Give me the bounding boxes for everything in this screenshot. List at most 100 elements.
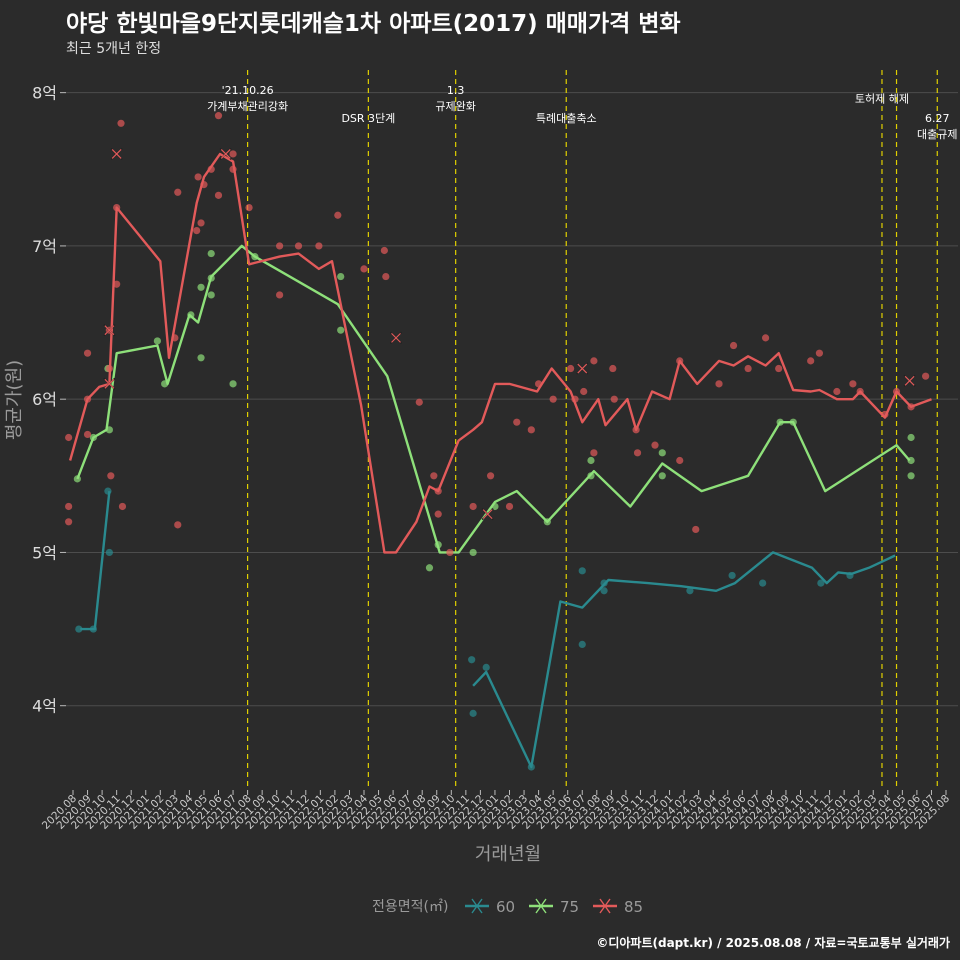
legend-item-85: 85 xyxy=(593,898,643,916)
source-caption: ©디아파트(dapt.kr) / 2025.08.08 / 자료=국토교통부 실… xyxy=(596,936,950,950)
x-markers xyxy=(103,147,916,521)
data-point xyxy=(113,280,121,288)
data-point xyxy=(425,564,434,572)
data-point xyxy=(578,640,586,649)
chart-subtitle: 최근 5개년 한정 xyxy=(66,41,162,57)
data-point xyxy=(197,219,205,227)
data-point xyxy=(104,487,112,495)
x-axis-label: 거래년월 xyxy=(475,844,541,865)
data-point xyxy=(380,246,388,255)
y-axis-label: 평균가(원) xyxy=(4,360,25,440)
data-point xyxy=(337,326,345,334)
data-point xyxy=(482,663,490,671)
axis-layer: 4억5억6억7억8억2020.082020.092020.102020.1120… xyxy=(32,84,952,832)
legend: 전용면적(㎡) 60 75 85 xyxy=(372,898,643,916)
data-point xyxy=(759,579,767,587)
data-point xyxy=(194,173,202,181)
data-point xyxy=(118,502,127,511)
data-point xyxy=(505,502,514,511)
data-point xyxy=(294,242,303,250)
legend-title: 전용면적(㎡) xyxy=(372,899,448,915)
legend-swatch-x xyxy=(535,898,547,914)
data-point xyxy=(469,709,477,717)
data-point xyxy=(907,433,915,442)
data-point xyxy=(729,341,738,350)
data-point xyxy=(174,521,182,529)
legend-label: 85 xyxy=(624,898,643,916)
data-point xyxy=(382,272,390,281)
data-point xyxy=(849,380,857,388)
event-label: DSR 3단계 xyxy=(341,112,395,125)
data-point xyxy=(434,510,442,518)
event-label: 토허제 해제 xyxy=(855,91,909,105)
event-label: 6.27 xyxy=(925,112,950,125)
series-60 xyxy=(75,487,896,771)
data-point xyxy=(817,579,825,587)
data-point xyxy=(807,357,815,365)
x-marker-inner xyxy=(904,375,915,386)
series-75 xyxy=(73,244,915,572)
y-tick-label: 7억 xyxy=(32,237,57,256)
event-label: 가계부채관리강화 xyxy=(207,100,288,113)
data-point xyxy=(469,502,477,511)
data-point xyxy=(337,272,345,281)
data-point xyxy=(578,567,586,575)
data-point xyxy=(229,380,237,388)
data-point xyxy=(658,472,666,480)
x-marker-inner xyxy=(104,378,115,389)
data-point xyxy=(922,372,930,380)
data-point xyxy=(65,502,73,511)
legend-item-60: 60 xyxy=(465,898,515,916)
data-point xyxy=(567,364,575,373)
data-point xyxy=(65,518,73,526)
data-point xyxy=(513,418,521,426)
legend-label: 75 xyxy=(560,898,579,916)
data-point xyxy=(153,337,161,345)
data-point xyxy=(633,449,642,457)
event-label: 1.3 xyxy=(447,84,465,97)
data-point xyxy=(446,548,454,557)
x-marker-inner xyxy=(577,363,588,374)
data-point xyxy=(658,449,666,457)
data-point xyxy=(197,354,205,362)
data-point xyxy=(65,433,73,442)
x-marker-inner xyxy=(111,149,122,159)
data-point xyxy=(715,380,723,388)
data-point xyxy=(609,364,617,373)
data-point xyxy=(692,525,700,534)
data-point xyxy=(197,283,205,291)
series-line xyxy=(472,551,896,769)
y-tick-label: 5억 xyxy=(32,543,57,562)
y-tick-label: 8억 xyxy=(32,84,57,103)
legend-label: 60 xyxy=(496,898,515,916)
event-label: 특례대출축소 xyxy=(536,112,597,125)
data-point xyxy=(907,472,915,480)
data-point xyxy=(315,242,323,250)
x-marker-inner xyxy=(104,325,115,336)
grid-layer xyxy=(66,92,958,707)
data-point xyxy=(549,395,557,403)
data-point xyxy=(360,265,368,273)
series-85 xyxy=(65,112,932,557)
legend-item-75: 75 xyxy=(529,898,579,916)
data-point xyxy=(610,395,618,403)
data-point xyxy=(468,656,476,664)
series-line xyxy=(68,152,932,554)
x-marker-inner xyxy=(391,332,401,343)
data-point xyxy=(587,456,595,465)
data-point xyxy=(117,119,125,127)
data-point xyxy=(214,191,223,199)
data-point xyxy=(105,548,113,557)
data-point xyxy=(815,349,824,357)
series-line xyxy=(80,490,111,631)
data-point xyxy=(761,334,770,342)
event-label: 대출규제 xyxy=(917,128,957,141)
data-point xyxy=(527,426,535,434)
data-point xyxy=(580,387,588,396)
x-marker-inner xyxy=(482,509,493,520)
data-point xyxy=(415,398,423,406)
legend-swatch-x xyxy=(471,898,483,914)
data-point xyxy=(229,150,237,158)
